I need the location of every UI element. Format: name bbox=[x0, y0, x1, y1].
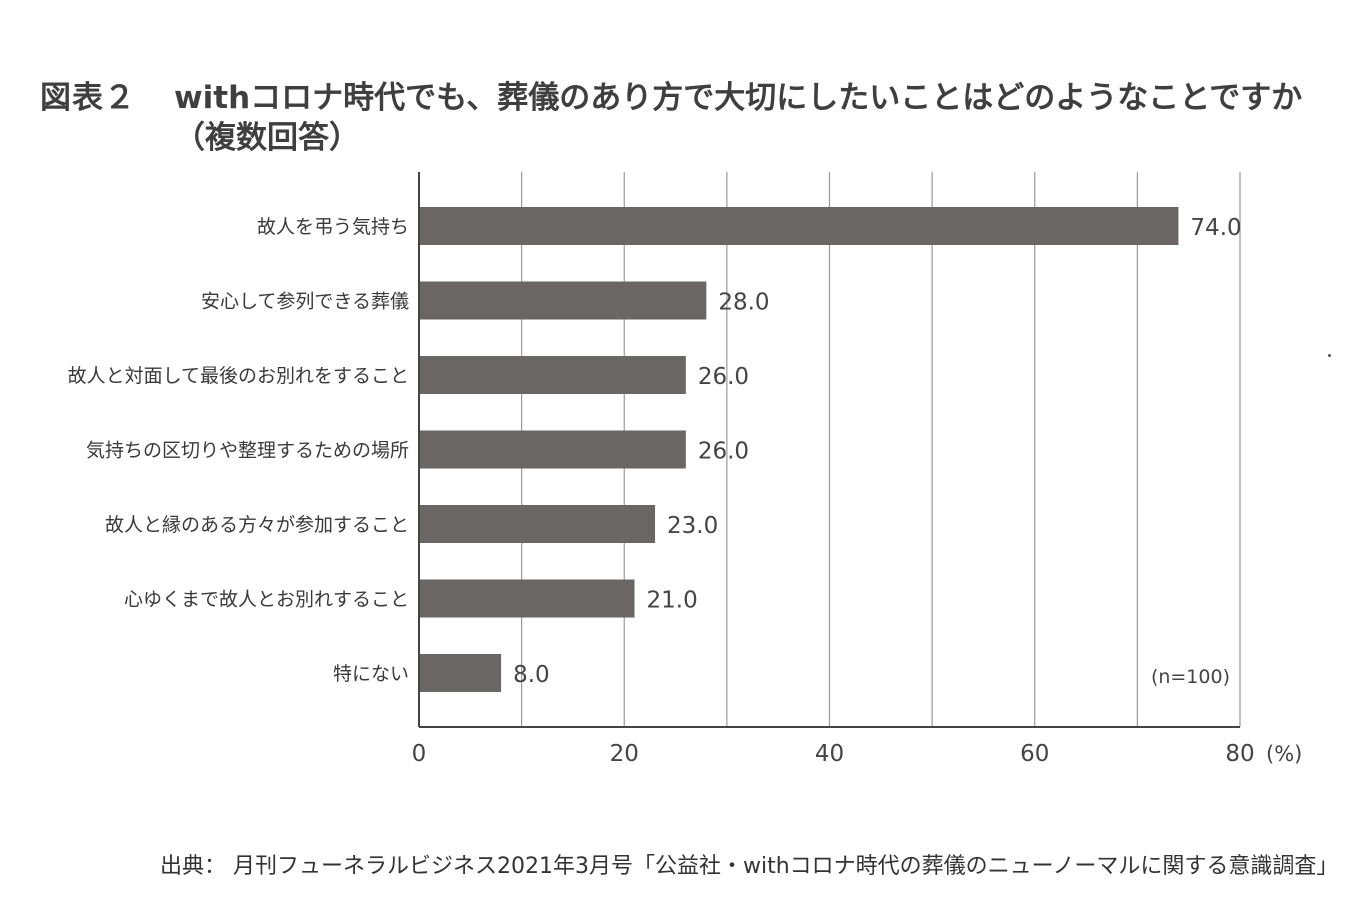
scan-speck bbox=[1328, 354, 1331, 357]
bar-1 bbox=[419, 281, 707, 320]
value-label-0: 74.0 bbox=[1190, 215, 1241, 241]
bar-0 bbox=[419, 207, 1179, 245]
category-label-1: 安心して参列できる葬儀 bbox=[201, 291, 409, 313]
value-label-3: 26.0 bbox=[698, 439, 749, 465]
bar-4 bbox=[419, 505, 656, 543]
category-label-3: 気持ちの区切りや整理するための場所 bbox=[86, 440, 409, 462]
labels: 故人を弔う気持ち 74.0 安心して参列できる葬儀 28.0 故人と対面して最後のお別れ… bbox=[68, 215, 1303, 767]
x-unit-label: (%) bbox=[1266, 742, 1302, 766]
category-label-2: 故人と対面して最後のお別れをすること bbox=[68, 365, 409, 387]
value-label-2: 26.0 bbox=[698, 364, 749, 390]
value-label-1: 28.0 bbox=[718, 290, 769, 316]
bar-2 bbox=[419, 356, 686, 394]
bar-3 bbox=[419, 430, 686, 469]
value-label-5: 21.0 bbox=[647, 588, 698, 614]
bars bbox=[419, 207, 1179, 692]
figure-label: 図表２ bbox=[40, 80, 136, 116]
bar-6 bbox=[419, 654, 502, 692]
category-label-4: 故人と縁のある方々が参加すること bbox=[105, 514, 409, 536]
category-label-6: 特にない bbox=[333, 663, 409, 685]
value-label-4: 23.0 bbox=[667, 513, 718, 539]
category-label-0: 故人を弔う気持ち bbox=[257, 216, 409, 238]
source-citation: 出典： 月刊フューネラルビジネス2021年3月号「公益社・withコロナ時代の葬… bbox=[160, 854, 1339, 879]
value-label-6: 8.0 bbox=[513, 662, 550, 688]
bar-5 bbox=[419, 579, 635, 618]
x-tick-label-20: 20 bbox=[610, 741, 639, 767]
x-tick-label-0: 0 bbox=[412, 741, 427, 767]
x-tick-label-40: 40 bbox=[815, 741, 844, 767]
x-tick-label-60: 60 bbox=[1020, 741, 1049, 767]
sample-size-annotation: (n=100) bbox=[1151, 666, 1230, 688]
chart-subtitle: （複数回答） bbox=[174, 120, 360, 156]
x-tick-label-80: 80 bbox=[1225, 741, 1254, 767]
category-label-5: 心ゆくまで故人とお別れすること bbox=[124, 589, 409, 611]
gridlines bbox=[521, 172, 1241, 727]
chart-title: withコロナ時代でも、葬儀のあり方で大切にしたいことはどのようなことですか bbox=[174, 80, 1303, 116]
axes bbox=[418, 172, 1240, 728]
